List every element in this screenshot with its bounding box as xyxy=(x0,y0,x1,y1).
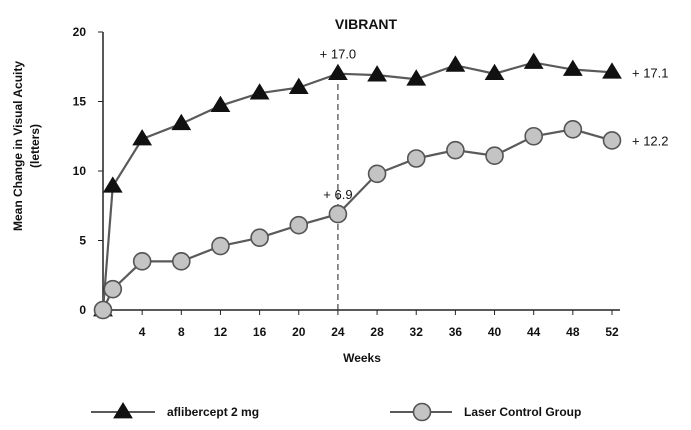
x-tick-label: 36 xyxy=(449,325,463,339)
x-tick-label: 20 xyxy=(292,325,306,339)
data-label: + 17.0 xyxy=(320,47,357,62)
x-tick-label: 8 xyxy=(178,325,185,339)
series-aflibercept xyxy=(93,52,622,317)
y-tick-label: 5 xyxy=(79,234,86,248)
y-tick-label: 20 xyxy=(73,25,87,39)
data-label: + 6.9 xyxy=(323,187,352,202)
x-tick-label: 4 xyxy=(139,325,146,339)
x-tick-label: 32 xyxy=(410,325,424,339)
legend-item: aflibercept 2 mg xyxy=(91,402,259,419)
series-laser-control xyxy=(93,120,622,320)
x-tick-label: 28 xyxy=(370,325,384,339)
data-point xyxy=(367,164,387,184)
data-point xyxy=(485,146,504,166)
y-axis-title-line-1: Mean Change in Visual Acuity xyxy=(11,61,25,231)
annotations: + 17.0 + 6.9 + 17.1 + 12.2 xyxy=(320,47,669,202)
data-point xyxy=(602,131,622,150)
data-point xyxy=(211,236,230,256)
data-point xyxy=(250,228,269,248)
data-point xyxy=(523,52,544,69)
legend-item: Laser Control Group xyxy=(390,402,581,422)
x-tick-label: 52 xyxy=(605,325,619,339)
data-point xyxy=(328,63,348,81)
data-point xyxy=(484,63,505,81)
data-point xyxy=(210,95,231,113)
data-point xyxy=(328,204,348,224)
data-point xyxy=(446,140,465,160)
data-point xyxy=(289,215,309,235)
data-point xyxy=(367,65,387,82)
x-tick-label: 24 xyxy=(331,325,345,339)
y-tick-label: 10 xyxy=(73,164,87,178)
legend-marker xyxy=(412,402,432,422)
data-point xyxy=(103,279,123,299)
x-tick-label: 16 xyxy=(253,325,267,339)
data-point xyxy=(562,59,583,76)
data-point xyxy=(406,149,426,168)
x-tick-label: 40 xyxy=(488,325,502,339)
x-tick-label: 48 xyxy=(566,325,580,339)
data-point xyxy=(171,113,192,131)
data-point xyxy=(602,62,622,79)
data-point xyxy=(288,77,309,94)
data-point xyxy=(249,83,270,100)
legend: aflibercept 2 mg Laser Control Group xyxy=(91,402,581,422)
data-point xyxy=(406,69,427,86)
data-point xyxy=(524,126,543,146)
series-group xyxy=(93,52,622,320)
data-point xyxy=(563,120,583,139)
y-axis-title-line-2: (letters) xyxy=(28,124,42,168)
legend-label: aflibercept 2 mg xyxy=(167,405,259,419)
y-tick-label: 15 xyxy=(73,95,87,109)
data-point xyxy=(132,252,152,271)
legend-marker xyxy=(113,402,133,419)
x-tick-label: 44 xyxy=(527,325,541,339)
x-tick-label: 12 xyxy=(214,325,228,339)
series-line xyxy=(102,128,613,311)
legend-label: Laser Control Group xyxy=(464,405,581,419)
data-point xyxy=(102,176,123,193)
data-point xyxy=(132,129,153,146)
data-point xyxy=(172,252,191,271)
y-axis-title: Mean Change in Visual Acuity (letters) xyxy=(11,61,42,231)
data-label: + 17.1 xyxy=(632,65,669,80)
data-point xyxy=(93,300,113,320)
chart-title: VIBRANT xyxy=(335,16,398,32)
series-line xyxy=(101,61,613,311)
x-axis-title: Weeks xyxy=(343,351,381,365)
data-point xyxy=(445,55,466,72)
y-tick-label: 0 xyxy=(79,303,86,317)
data-label: + 12.2 xyxy=(632,133,669,148)
